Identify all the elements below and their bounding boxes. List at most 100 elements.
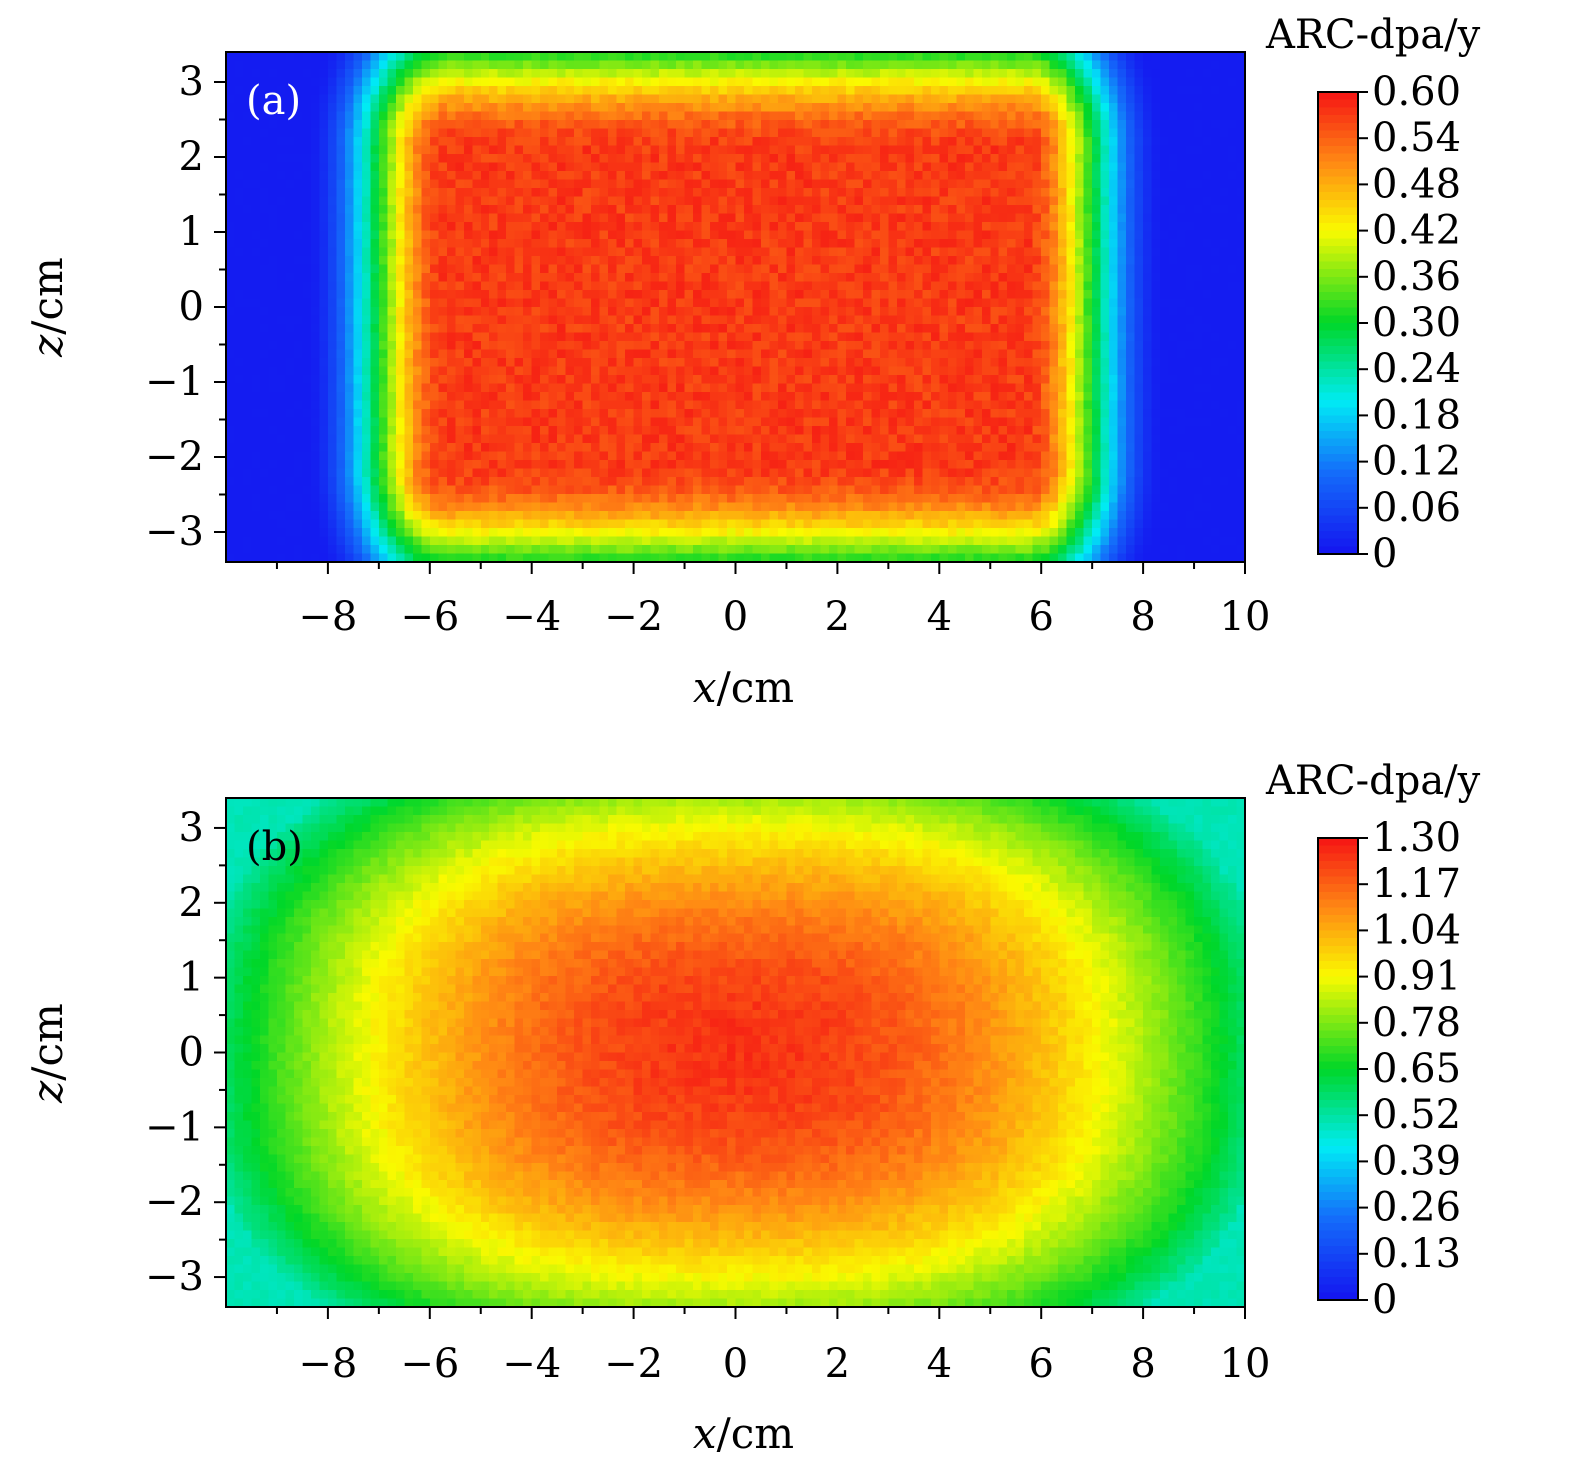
heatmap-cell (862, 332, 872, 342)
heatmap-cell (489, 213, 499, 223)
heatmap-cell (548, 213, 558, 223)
heatmap-cell (395, 290, 405, 300)
heatmap-cell (480, 239, 490, 249)
heatmap-cell (395, 324, 405, 334)
heatmap-cell (794, 383, 805, 393)
heatmap-cell (913, 171, 923, 181)
heatmap-cell (693, 383, 703, 393)
heatmap-cell (1100, 281, 1110, 291)
heatmap-cell (1194, 281, 1204, 291)
heatmap-cell (650, 315, 660, 325)
heatmap-cell (1134, 341, 1144, 351)
heatmap-cell (1007, 128, 1017, 138)
heatmap-cell (557, 60, 567, 70)
heatmap-cell (769, 128, 779, 138)
heatmap-cell (1143, 111, 1153, 121)
heatmap-cell (293, 60, 304, 70)
heatmap-cell (1236, 366, 1246, 376)
heatmap-cell (1228, 60, 1238, 70)
heatmap-cell (879, 290, 889, 300)
heatmap-cell (565, 120, 575, 130)
heatmap-cell (947, 188, 957, 198)
heatmap-cell (370, 349, 380, 359)
heatmap-cell (344, 94, 354, 104)
heatmap-cell (336, 196, 346, 206)
heatmap-cell (727, 400, 737, 410)
heatmap-cell (1228, 111, 1238, 121)
heatmap-cell (234, 196, 244, 206)
heatmap-cell (1032, 392, 1042, 402)
heatmap-cell (429, 205, 439, 215)
heatmap-cell (845, 298, 855, 308)
heatmap-cell (701, 188, 711, 198)
heatmap-cell (642, 162, 652, 172)
heatmap-cell (676, 94, 686, 104)
heatmap-cell (591, 222, 601, 232)
heatmap-cell (939, 60, 949, 70)
heatmap-cell (242, 230, 253, 240)
heatmap-cell (353, 179, 363, 189)
heatmap-cell (531, 375, 541, 385)
heatmap-cell (769, 264, 779, 274)
heatmap-cell (548, 103, 558, 113)
heatmap-cell (591, 332, 601, 342)
heatmap-cell (412, 247, 422, 257)
heatmap-cell (1041, 239, 1051, 249)
heatmap-cell (480, 52, 490, 62)
heatmap-cell (344, 290, 354, 300)
heatmap-cell (378, 256, 388, 266)
heatmap-cell (947, 247, 957, 257)
heatmap-cell (1024, 392, 1034, 402)
heatmap-cell (1024, 264, 1034, 274)
heatmap-cell (327, 222, 337, 232)
heatmap-cell (1236, 332, 1246, 342)
heatmap-cell (905, 128, 915, 138)
heatmap-cell (1066, 171, 1076, 181)
heatmap-cell (930, 188, 940, 198)
heatmap-cell (786, 120, 796, 130)
heatmap-cell (947, 281, 957, 291)
heatmap-cell (1075, 103, 1085, 113)
heatmap-cell (811, 298, 822, 308)
heatmap-cell (344, 222, 354, 232)
heatmap-cell (1168, 137, 1178, 147)
heatmap-cell (378, 77, 388, 87)
heatmap-cell (599, 375, 609, 385)
heatmap-cell (956, 171, 966, 181)
heatmap-cell (769, 256, 779, 266)
heatmap-cell (1109, 69, 1119, 79)
heatmap-cell (803, 307, 813, 317)
heatmap-cell (1117, 264, 1127, 274)
heatmap-cell (1236, 273, 1246, 283)
heatmap-cell (777, 239, 788, 249)
heatmap-cell (378, 205, 388, 215)
heatmap-cell (1177, 256, 1187, 266)
heatmap-cell (1032, 264, 1042, 274)
heatmap-cell (285, 349, 295, 359)
heatmap-cell (276, 273, 287, 283)
heatmap-cell (429, 69, 439, 79)
heatmap-cell (693, 341, 703, 351)
heatmap-cell (514, 256, 524, 266)
heatmap-cell (378, 400, 388, 410)
heatmap-cell (497, 94, 507, 104)
heatmap-cell (1117, 196, 1127, 206)
heatmap-cell (667, 171, 677, 181)
heatmap-cell (574, 230, 584, 240)
heatmap-cell (1185, 205, 1195, 215)
heatmap-cell (913, 162, 923, 172)
heatmap-cell (319, 77, 329, 87)
heatmap-cell (1194, 290, 1204, 300)
heatmap-cell (667, 341, 677, 351)
heatmap-cell (642, 196, 652, 206)
heatmap-cell (990, 171, 1000, 181)
heatmap-cell (956, 341, 966, 351)
heatmap-cell (947, 77, 957, 87)
heatmap-cell (1083, 332, 1093, 342)
heatmap-cell (226, 69, 236, 79)
heatmap-cell (455, 281, 465, 291)
heatmap-cell (820, 315, 830, 325)
heatmap-cell (871, 375, 881, 385)
heatmap-cell (1066, 273, 1076, 283)
heatmap-cell (1058, 358, 1068, 368)
